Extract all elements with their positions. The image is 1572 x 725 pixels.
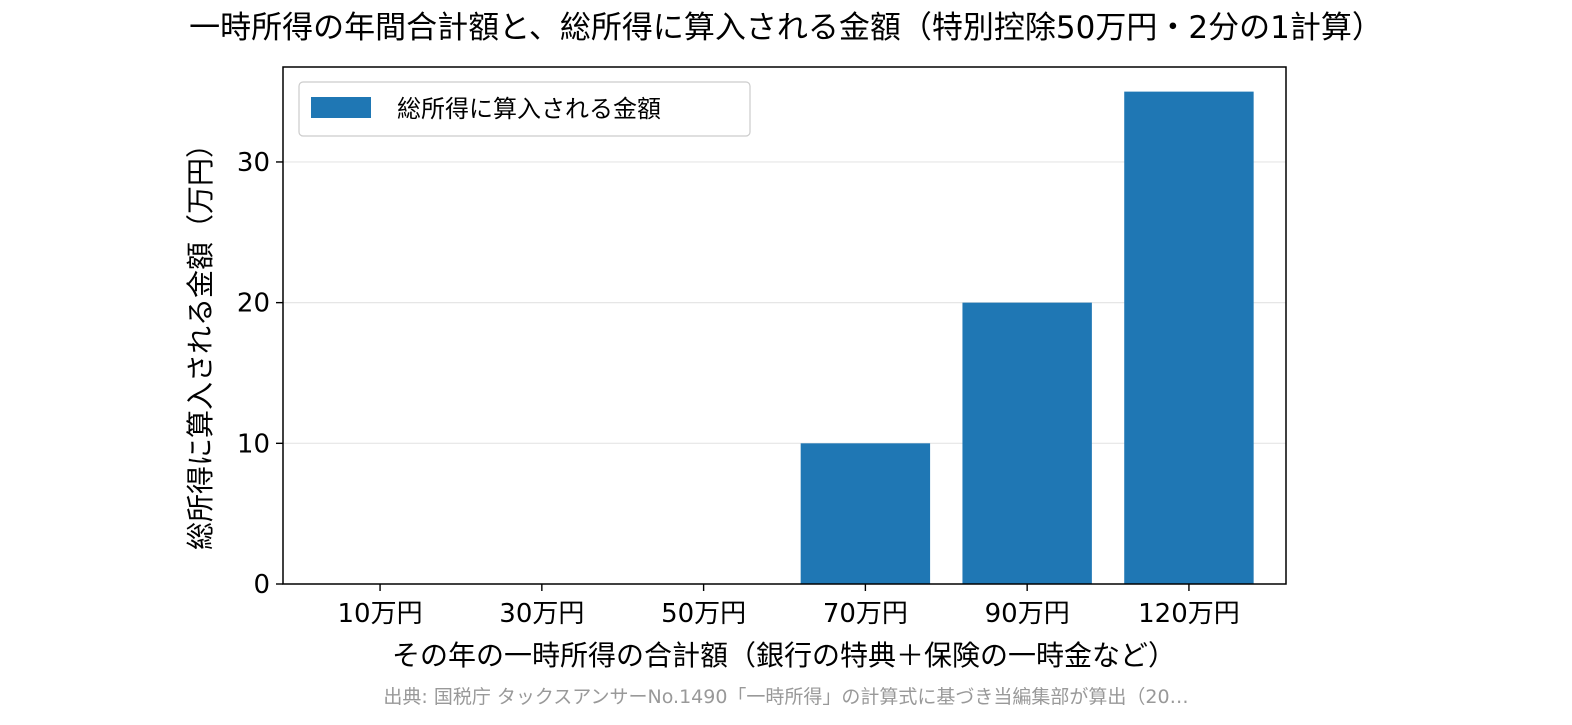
- x-tick-label: 90万円: [985, 599, 1070, 629]
- source-note: 出典: 国税庁 タックスアンサーNo.1490「一時所得」の計算式に基づき当編集…: [383, 686, 1189, 708]
- y-tick-label: 30: [237, 148, 270, 178]
- plot-frame: [282, 66, 1287, 585]
- y-tick-label: 20: [237, 289, 270, 319]
- legend-frame: [298, 81, 751, 137]
- legend-label: 総所得に算入される金額: [397, 95, 661, 123]
- y-tick-label: 10: [237, 429, 270, 459]
- x-axis-label: その年の一時所得の合計額（銀行の特典＋保険の一時金など）: [392, 639, 1176, 672]
- legend: 総所得に算入される金額: [298, 81, 751, 137]
- x-axis-ticks: 10万円 30万円 50万円 70万円 90万円 120万円: [338, 584, 1240, 629]
- bar: [800, 443, 931, 584]
- y-tick-label: 0: [253, 570, 270, 600]
- x-tick-label: 120万円: [1138, 599, 1240, 629]
- bar: [1124, 91, 1254, 584]
- x-tick-label: 10万円: [338, 599, 423, 629]
- x-tick-label: 50万円: [661, 599, 746, 629]
- legend-swatch: [311, 97, 371, 118]
- chart-title: 一時所得の年間合計額と、総所得に算入される金額（特別控除50万円・2分の1計算）: [189, 10, 1383, 46]
- bars: [800, 91, 1254, 584]
- bar: [962, 302, 1092, 584]
- grid-lines: [283, 161, 1286, 444]
- y-axis-ticks: 0 10 20 30: [237, 148, 283, 600]
- x-tick-label: 30万円: [499, 599, 584, 629]
- y-axis-label: 総所得に算入される金額（万円）: [184, 130, 217, 550]
- x-tick-label: 70万円: [823, 599, 908, 629]
